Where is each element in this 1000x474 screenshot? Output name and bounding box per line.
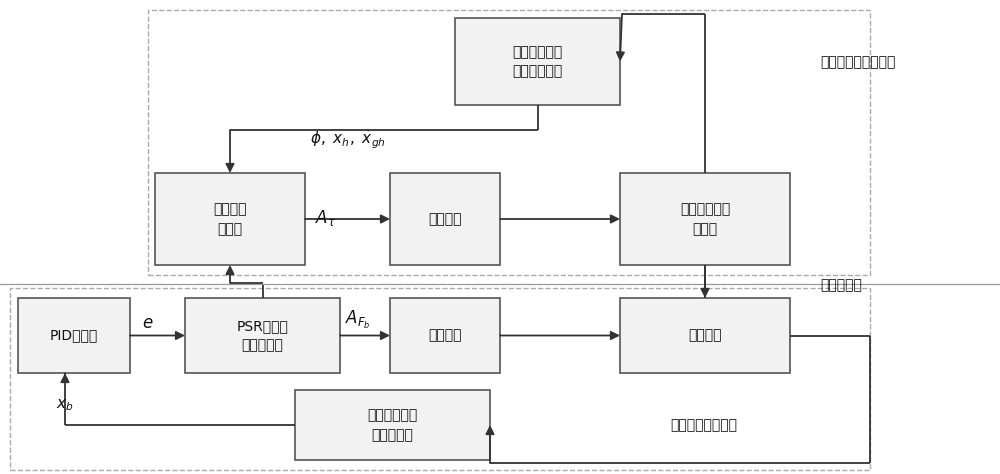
- FancyBboxPatch shape: [455, 18, 620, 105]
- FancyBboxPatch shape: [390, 298, 500, 373]
- Text: $e$: $e$: [142, 316, 153, 332]
- Text: 卫星基座: 卫星基座: [688, 328, 722, 343]
- Text: 带抓捕机构的
机械臂: 带抓捕机构的 机械臂: [680, 202, 730, 236]
- Text: 机械臂柔顺控制回路: 机械臂柔顺控制回路: [820, 55, 895, 69]
- Text: 位姿传感器和
位姿估计器: 位姿传感器和 位姿估计器: [367, 408, 418, 442]
- Text: $A_{F_b}$: $A_{F_b}$: [345, 309, 371, 331]
- Text: 喷气装置: 喷气装置: [428, 328, 462, 343]
- Text: $\phi,\ x_h,\ \dot{x}_{gh}$: $\phi,\ x_h,\ \dot{x}_{gh}$: [310, 129, 386, 151]
- FancyBboxPatch shape: [185, 298, 340, 373]
- Text: 动力学耦合: 动力学耦合: [820, 278, 862, 292]
- Text: 关节角传感器
和运动估计器: 关节角传感器 和运动估计器: [512, 45, 563, 78]
- Text: 驱动关节: 驱动关节: [428, 212, 462, 226]
- Text: 柔顺抓捕
控制器: 柔顺抓捕 控制器: [213, 202, 247, 236]
- Bar: [10, 288, 870, 470]
- Text: 基座位姿控制回路: 基座位姿控制回路: [670, 418, 737, 432]
- Text: PID控制器: PID控制器: [50, 328, 98, 343]
- FancyBboxPatch shape: [620, 298, 790, 373]
- FancyBboxPatch shape: [295, 390, 490, 460]
- Text: $x_b$: $x_b$: [56, 397, 74, 413]
- FancyBboxPatch shape: [390, 173, 500, 265]
- Bar: [148, 10, 870, 275]
- Text: $A_\tau$: $A_\tau$: [315, 208, 336, 228]
- FancyBboxPatch shape: [620, 173, 790, 265]
- FancyBboxPatch shape: [155, 173, 305, 265]
- Text: PSR伪速率
脉冲调制器: PSR伪速率 脉冲调制器: [237, 319, 288, 352]
- FancyBboxPatch shape: [18, 298, 130, 373]
